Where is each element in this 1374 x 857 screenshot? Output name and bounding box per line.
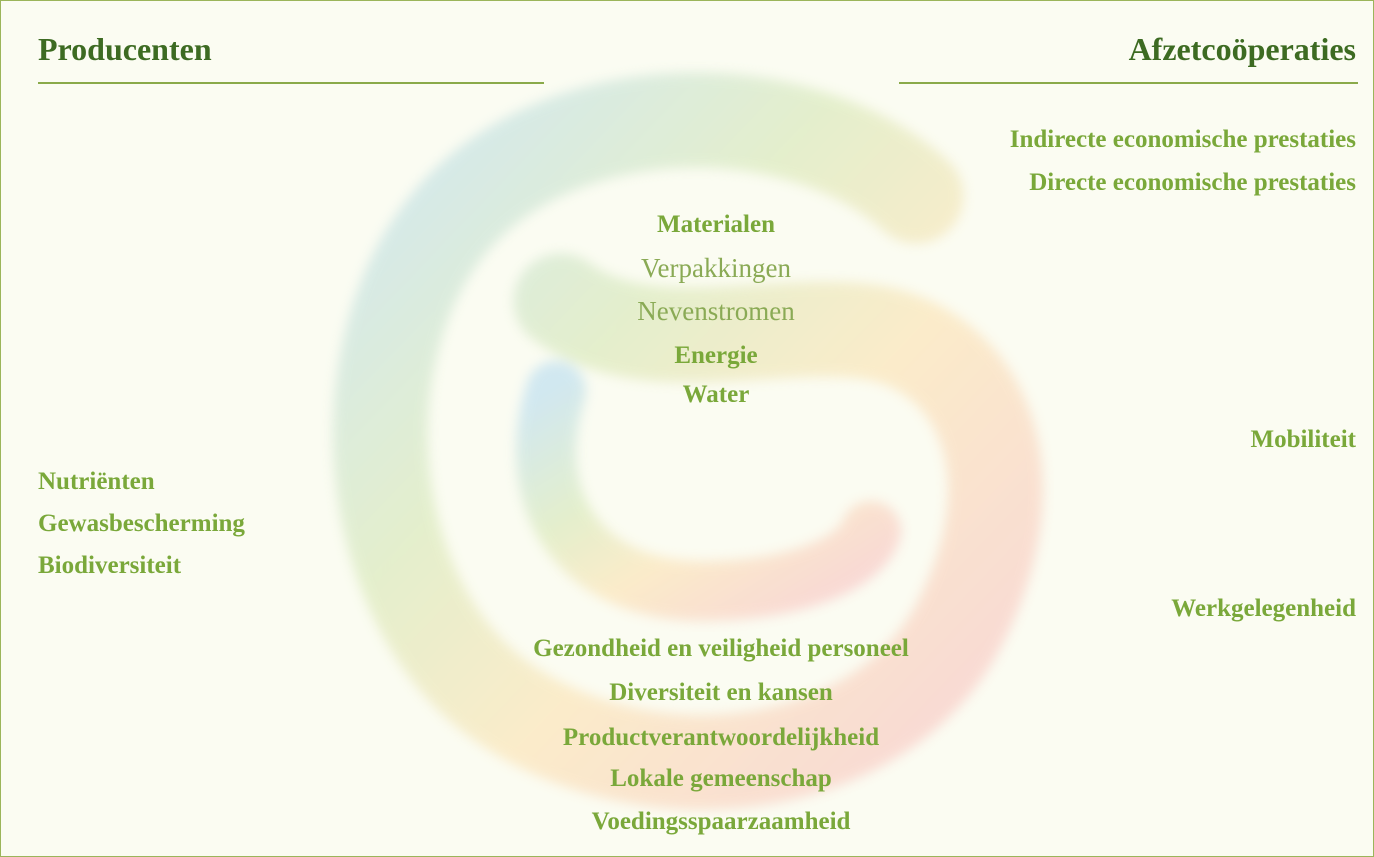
environment-item: Gewasbescherming [38,511,245,536]
environment-item: Nutriënten [38,469,155,494]
header-rule [899,82,1358,84]
header-right: Afzetcoöperaties [1129,31,1356,68]
social-item: Lokale gemeenschap [421,766,1021,791]
center-item: Materialen [601,212,831,237]
header-rule [38,82,544,84]
center-item: Water [601,382,831,407]
social-item: Voedingsspaarzaamheid [421,809,1021,834]
social-item: Productverantwoordelijkheid [421,725,1021,750]
employment-item: Werkgelegenheid [1171,596,1356,621]
environment-item: Biodiversiteit [38,553,181,578]
economic-item: Directe economische prestaties [1029,170,1356,195]
mobility-item: Mobiliteit [1250,427,1356,452]
economic-item: Indirecte economische prestaties [1010,127,1356,152]
center-item: Verpakkingen [601,255,831,282]
center-item: Energie [601,343,831,368]
center-item: Nevenstromen [601,298,831,325]
header-left: Producenten [38,31,212,68]
social-item: Gezondheid en veiligheid personeel [421,636,1021,661]
page: Producenten Afzetcoöperaties Indirecte e… [0,0,1374,857]
social-item: Diversiteit en kansen [421,680,1021,705]
